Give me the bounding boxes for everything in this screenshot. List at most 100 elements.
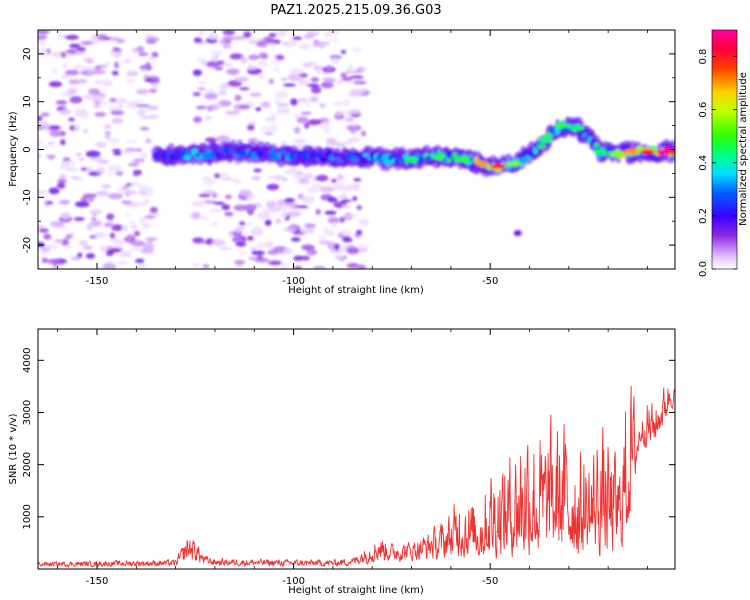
ridge-peak (593, 149, 608, 155)
noise-blob (286, 40, 298, 48)
noise-blob (111, 117, 124, 124)
noise-blob (64, 69, 80, 76)
noise-blob (293, 255, 304, 261)
noise-blob (222, 36, 234, 41)
noise-blob (225, 194, 232, 200)
noise-blob (198, 216, 210, 220)
ridge-core (533, 147, 538, 155)
noise-blob (239, 87, 250, 91)
noise-blob (95, 167, 106, 174)
noise-blob (208, 138, 219, 142)
ridge-peak (640, 149, 655, 155)
noise-blob (75, 152, 82, 157)
colorbar-tick-label: 0.6 (698, 102, 709, 118)
noise-blob (350, 122, 357, 127)
noise-blob (280, 204, 290, 213)
noise-blob (276, 107, 291, 115)
noise-blob (94, 80, 102, 84)
noise-blob (131, 47, 139, 54)
noise-blob (304, 122, 310, 129)
noise-blob (238, 250, 248, 255)
noise-blob (67, 87, 78, 95)
noise-blob (239, 221, 246, 226)
noise-blob (73, 124, 80, 131)
noise-blob (251, 250, 265, 256)
noise-blob (66, 49, 78, 54)
colorbar-tick-label: 0.0 (698, 261, 709, 277)
ridge-peak (538, 137, 553, 143)
noise-blob (134, 230, 140, 237)
noise-blob (266, 201, 276, 209)
ridge-peak (624, 149, 639, 155)
noise-blob (146, 238, 154, 244)
noise-blob (108, 264, 117, 269)
noise-blob (146, 105, 159, 111)
noise-blob (38, 34, 48, 40)
noise-blob (86, 223, 93, 231)
ridge-core (446, 157, 452, 162)
noise-blob (197, 87, 206, 91)
noise-blob (313, 265, 326, 269)
y-tick-label: 2000 (22, 452, 33, 477)
noise-blob (111, 50, 123, 58)
noise-blob (327, 216, 340, 224)
y-tick-label: 0 (22, 146, 33, 152)
noise-blob (192, 92, 201, 97)
noise-blob (353, 178, 362, 182)
noise-blob (125, 190, 135, 195)
noise-blob (124, 139, 138, 143)
noise-blob (317, 125, 331, 129)
noise-blob (113, 241, 124, 247)
noise-blob (48, 125, 61, 130)
noise-blob (323, 127, 331, 134)
noise-blob (282, 177, 288, 182)
noise-blob (282, 248, 295, 255)
noise-blob (344, 99, 350, 107)
noise-blob (247, 137, 259, 143)
ridge-peak (404, 156, 419, 162)
noise-blob (234, 76, 249, 83)
noise-blob (113, 151, 122, 156)
noise-blob (231, 36, 246, 40)
noise-blob (192, 237, 204, 244)
noise-blob (110, 36, 119, 42)
noise-blob (287, 73, 302, 82)
noise-blob (80, 196, 88, 203)
noise-blob (60, 139, 66, 146)
noise-blob (251, 175, 262, 181)
noise-blob (121, 200, 132, 205)
noise-blob (82, 128, 89, 134)
noise-blob (106, 213, 115, 221)
noise-blob (346, 124, 362, 131)
noise-blob (193, 37, 203, 44)
ridge-peak (432, 154, 447, 160)
noise-blob (264, 219, 272, 226)
noise-blob (85, 253, 96, 259)
noise-blob (60, 212, 72, 220)
noise-blob (122, 59, 133, 63)
noise-blob (347, 65, 354, 73)
noise-blob (43, 233, 52, 240)
colorbar: 0.0 0.2 0.4 0.6 0.8 Normalized spectral ampl… (698, 29, 749, 277)
noise-blob (344, 118, 355, 122)
snr-axes: -150 -100 -50 1000 2000 3000 4000 (22, 329, 675, 587)
noise-blob (64, 34, 79, 40)
noise-blob (45, 201, 54, 205)
noise-blob (104, 261, 113, 265)
noise-blob (48, 154, 54, 161)
snr-y-axis-label: SNR (10 * v/v) (8, 413, 19, 484)
noise-blob (68, 117, 75, 122)
noise-blob (111, 148, 122, 153)
ridge-peak (491, 163, 506, 169)
noise-blob (234, 226, 246, 233)
noise-blob (211, 221, 219, 227)
colorbar-gradient (712, 30, 737, 269)
noise-blob (132, 173, 140, 177)
noise-blob (255, 107, 262, 112)
x-tick-label: -100 (282, 276, 305, 287)
noise-blob (107, 193, 123, 200)
noise-blob (346, 246, 360, 255)
noise-blob (329, 58, 341, 64)
noise-blob (234, 94, 242, 102)
noise-blob (275, 54, 285, 61)
